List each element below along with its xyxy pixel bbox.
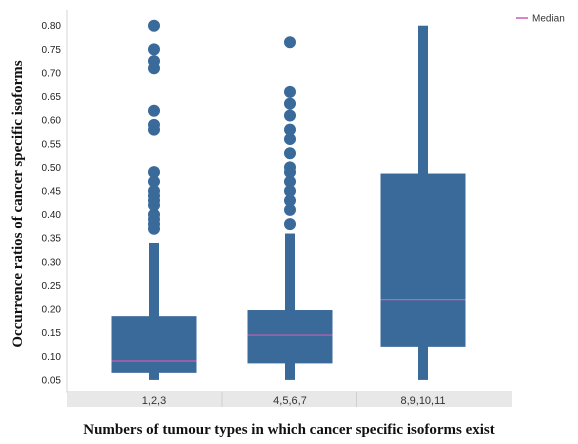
- legend: Median: [516, 14, 565, 25]
- outlier-point: [284, 161, 296, 174]
- outlier-point: [148, 55, 160, 68]
- y-tick-label: 0.05: [42, 375, 62, 386]
- outlier-point: [148, 104, 160, 117]
- outlier-point: [148, 175, 160, 188]
- y-tick-label: 0.15: [42, 328, 62, 339]
- y-tick-label: 0.60: [42, 116, 62, 127]
- outlier-point: [284, 175, 296, 188]
- category-band: [67, 392, 512, 407]
- y-tick-label: 0.65: [42, 92, 62, 103]
- category-band-bg: [67, 392, 512, 407]
- legend-median-label: Median: [532, 14, 565, 25]
- outlier-point: [284, 133, 296, 146]
- x-tick-label: 1,2,3: [142, 395, 166, 407]
- outlier-point: [284, 203, 296, 216]
- x-axis-title: Numbers of tumour types in which cancer …: [83, 422, 495, 438]
- outlier-point: [148, 208, 160, 221]
- box-group: [111, 19, 197, 380]
- outlier-point: [148, 118, 160, 131]
- y-tick-label: 0.55: [42, 139, 62, 150]
- whisker: [149, 242, 159, 380]
- outlier-point: [284, 36, 296, 49]
- y-tick-label: 0.45: [42, 187, 62, 198]
- outlier-point: [284, 123, 296, 136]
- outlier-point: [148, 185, 160, 198]
- box-group: [380, 25, 466, 380]
- outlier-point: [284, 185, 296, 198]
- box-group: [247, 36, 333, 380]
- x-tick-label: 4,5,6,7: [273, 395, 307, 407]
- x-tick-label: 8,9,10,11: [400, 395, 445, 407]
- outlier-point: [284, 147, 296, 160]
- y-axis-title: Occurrence ratios of cancer specific iso…: [10, 60, 26, 347]
- y-tick-label: 0.30: [42, 257, 62, 268]
- outlier-point: [148, 19, 160, 32]
- outlier-point: [148, 43, 160, 56]
- y-tick-label: 0.25: [42, 281, 62, 292]
- box-body: [111, 316, 197, 373]
- outlier-point: [284, 194, 296, 207]
- outlier-point: [284, 109, 296, 122]
- outlier-point: [284, 97, 296, 110]
- outlier-point: [284, 85, 296, 98]
- box-body: [247, 310, 333, 364]
- outlier-point: [284, 218, 296, 231]
- y-tick-label: 0.70: [42, 68, 62, 79]
- whisker: [285, 233, 295, 380]
- y-tick-labels: 0.05 0.10 0.15 0.20 0.25 0.30 0.35 0.40 0.45 0.50…: [42, 21, 62, 386]
- y-tick-label: 0.10: [42, 352, 62, 363]
- y-tick-label: 0.35: [42, 234, 62, 245]
- y-tick-label: 0.75: [42, 45, 62, 56]
- y-tick-label: 0.40: [42, 210, 62, 221]
- x-tick-labels: 1,2,3 4,5,6,7 8,9,10,11: [142, 395, 446, 407]
- y-tick-label: 0.50: [42, 163, 62, 174]
- y-tick-label: 0.80: [42, 21, 62, 32]
- boxes-layer: [111, 19, 466, 380]
- y-tick-label: 0.20: [42, 305, 62, 316]
- box-body: [380, 173, 466, 347]
- outlier-point: [148, 166, 160, 179]
